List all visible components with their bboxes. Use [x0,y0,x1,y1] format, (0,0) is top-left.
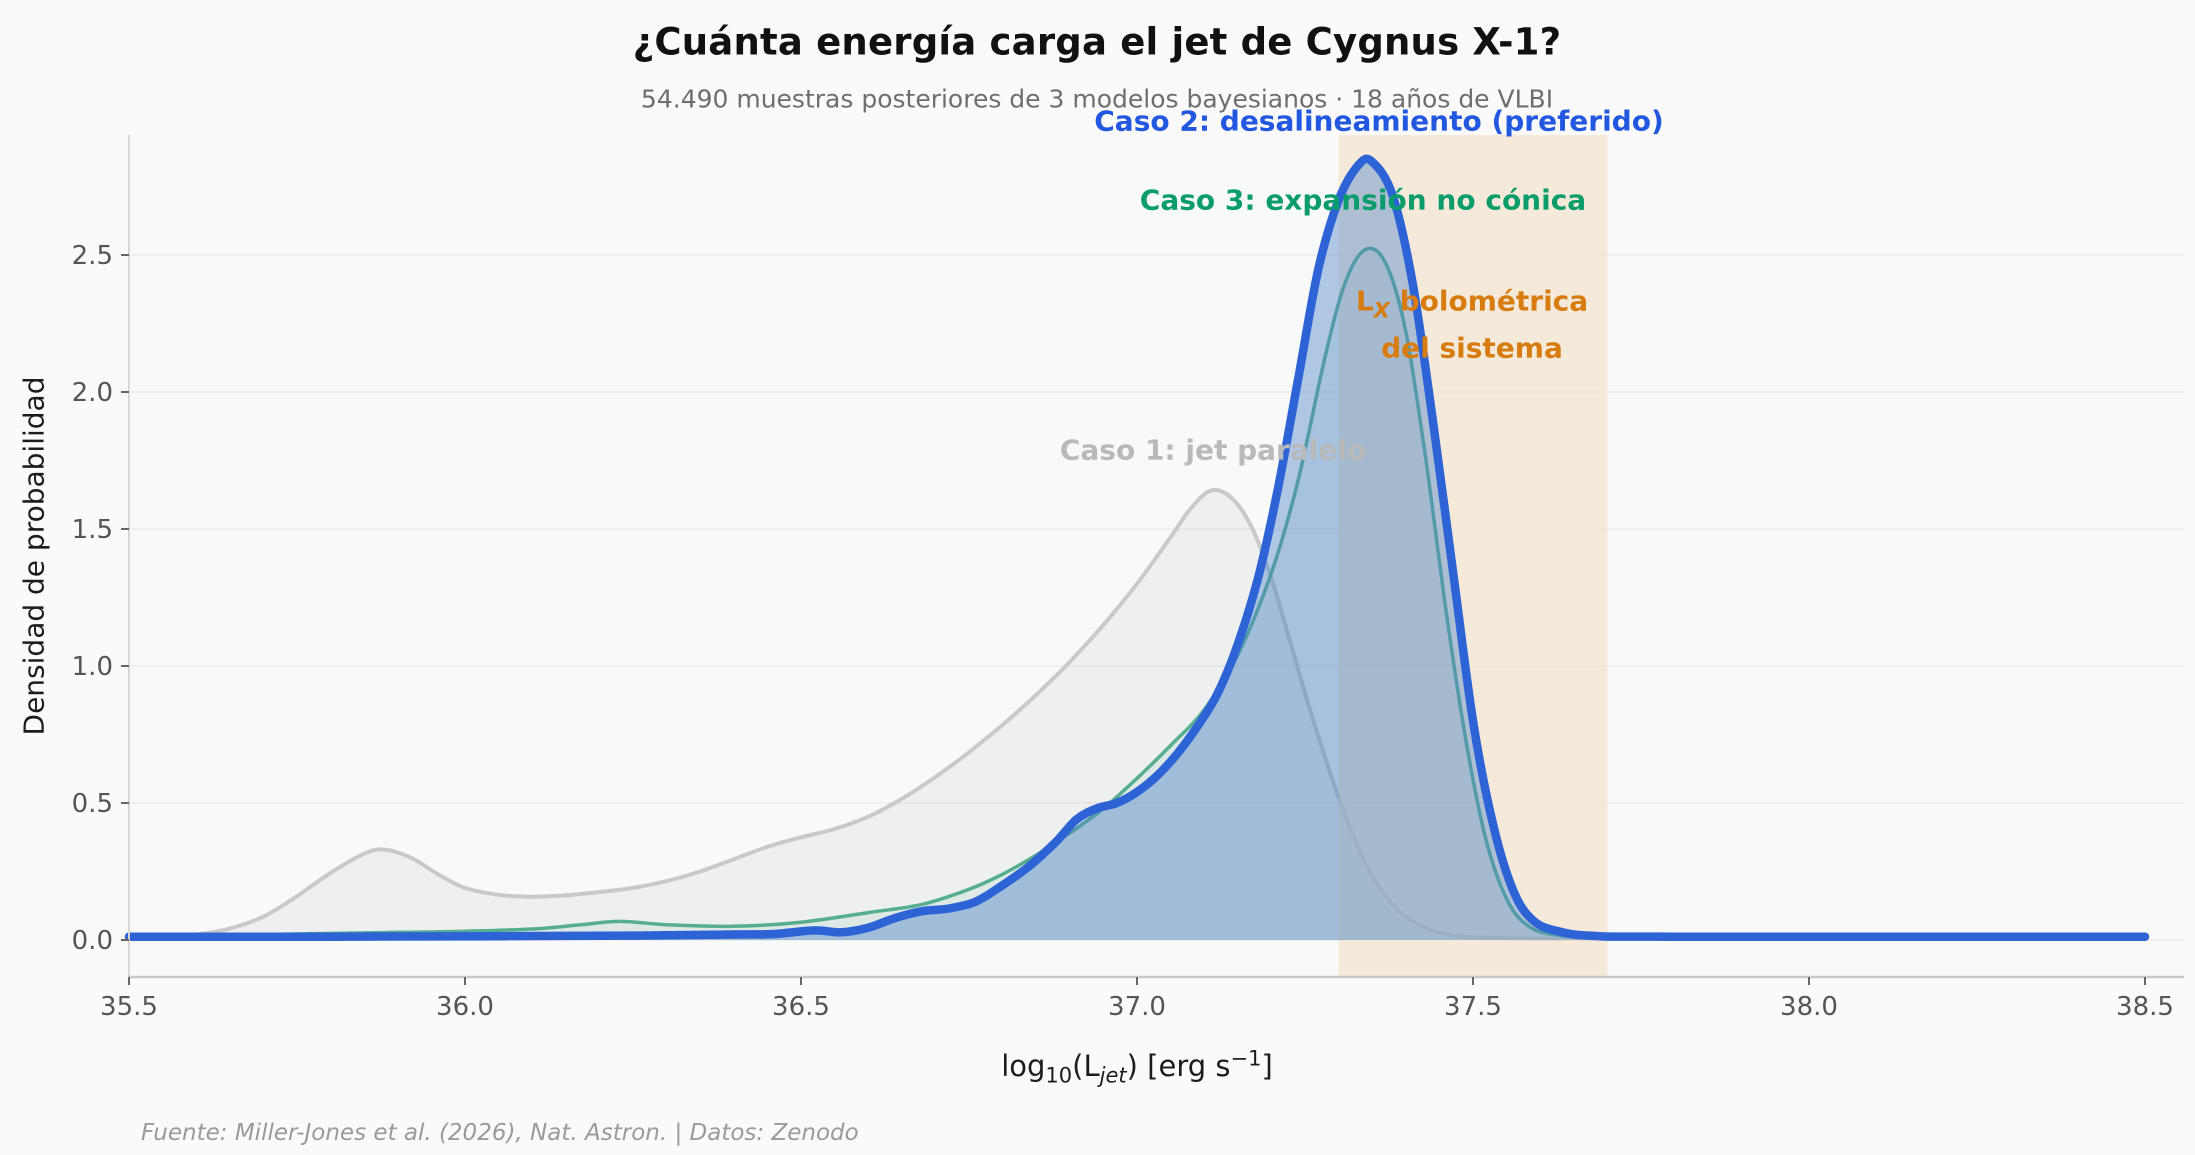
page-title: ¿Cuánta energía carga el jet de Cygnus X… [632,20,1562,64]
x-tick-label-37.0: 37.0 [1108,992,1166,1022]
y-axis-label: Densidad de probabilidad [17,376,51,736]
caso2-curve-layer [124,154,2150,941]
caso2-line [124,154,2150,941]
x-axis-label: log10(Ljet) [erg s−1] [1001,1046,1273,1088]
caso1-area [129,490,2145,940]
annotation-caso3-expansion: Caso 3: expansión no cónica [1139,183,1587,217]
x-tick-label-38.0: 38.0 [1780,992,1838,1022]
y-axis-ticks: 0.0 0.5 1.0 1.5 2.0 2.5 [72,241,129,956]
source-caption: Fuente: Miller-Jones et al. (2026), Nat.… [141,1120,859,1146]
lx-band [1338,135,1608,977]
annotation-caso1-jet-paralelo: Caso 1: jet paralelo [1059,433,1367,467]
y-tick-label-1.0: 1.0 [72,652,113,682]
annotation-caso2-desalineamiento: Caso 2: desalineamiento (preferido) [1094,104,1664,138]
caso3-area [129,248,2145,940]
y-tick-label-2.0: 2.0 [72,378,113,408]
lx-band-layer [1338,135,1608,977]
lx-line2: del sistema [1381,331,1563,365]
x-tick-label-36.0: 36.0 [436,992,494,1022]
x-tick-label-36.5: 36.5 [772,992,830,1022]
page-subtitle: 54.490 muestras posteriores de 3 modelos… [640,84,1554,114]
x-axis-ticks: 35.5 36.0 36.5 37.0 37.5 38.0 38.5 [100,977,2174,1022]
y-tick-label-2.5: 2.5 [72,241,113,271]
y-tick-label-0.5: 0.5 [72,789,113,819]
x-tick-label-35.5: 35.5 [100,992,158,1022]
x-tick-label-37.5: 37.5 [1444,992,1502,1022]
x-tick-label-38.5: 38.5 [2116,992,2174,1022]
y-tick-label-0.0: 0.0 [72,926,113,956]
annotation-lx-bolometrica: LX bolométrica del sistema [1356,283,1588,368]
y-tick-label-1.5: 1.5 [72,515,113,545]
lx-line1: LX bolométrica [1355,284,1589,323]
